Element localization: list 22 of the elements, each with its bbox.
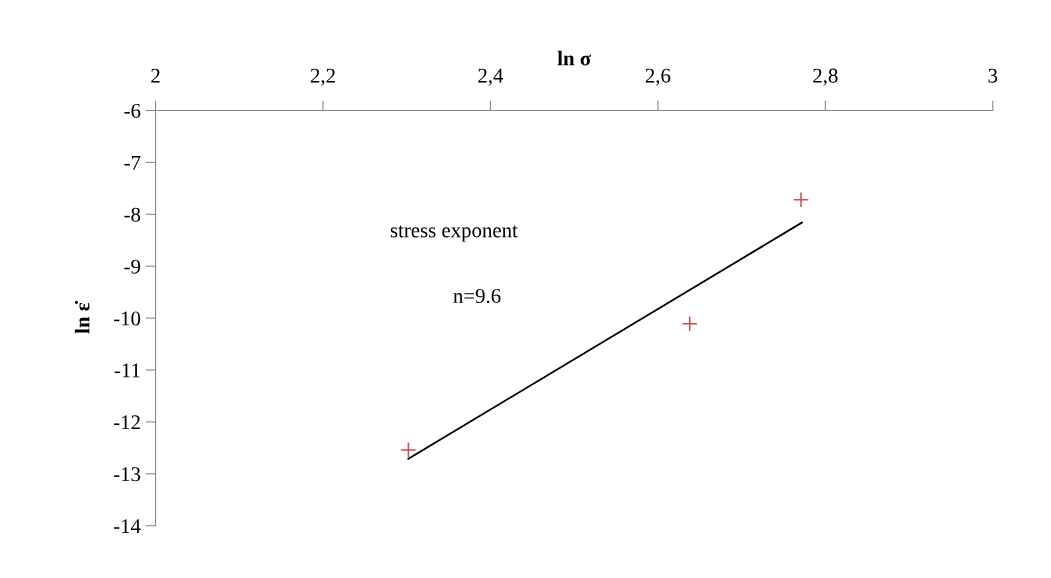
y-tick-label: -14 [113, 519, 141, 533]
y-tick-label: -10 [113, 311, 141, 326]
x-tick-label: 2,4 [478, 68, 504, 86]
x-axis-title: ln σ [557, 50, 591, 66]
y-tick-label: -9 [124, 259, 141, 274]
point [400, 441, 417, 458]
x-tick-label: 2 [151, 68, 160, 83]
point [793, 191, 810, 208]
annotation: stress exponent [390, 225, 518, 242]
x-tick-label: 3 [988, 68, 998, 83]
annotation: n=9.6 [453, 288, 501, 304]
y-tick-label: -6 [124, 103, 141, 118]
y-tick-label: -7 [124, 156, 141, 170]
y-tick-label: -13 [113, 467, 141, 482]
y-tick-label: -11 [114, 363, 140, 378]
x-tick-label: 2,8 [813, 68, 838, 86]
x-tick-label: 2,2 [310, 68, 335, 86]
y-axis-title: ln ε̇ [74, 300, 90, 334]
y-tick-label: -12 [113, 415, 140, 430]
y-tick-label: -8 [124, 207, 141, 222]
x-tick-label: 2,6 [645, 68, 671, 86]
point [681, 315, 698, 332]
